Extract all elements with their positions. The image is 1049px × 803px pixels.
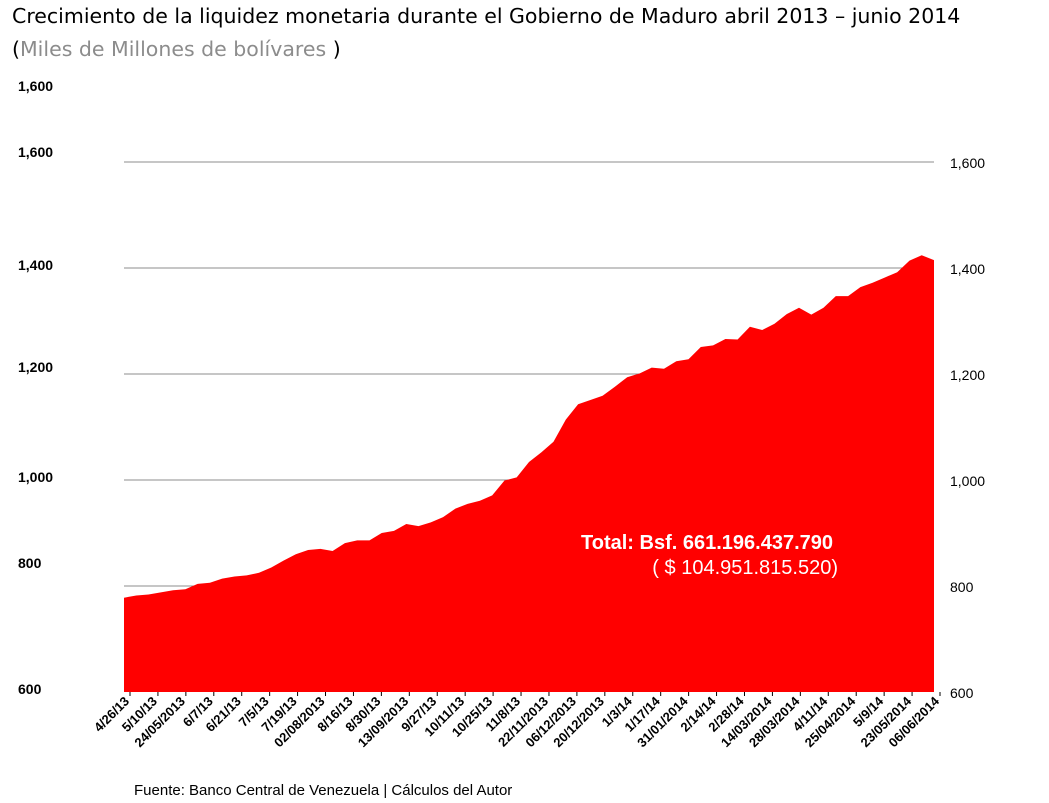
title-main: Crecimiento de la liquidez monetaria dur… — [12, 4, 718, 28]
subtitle-close-paren: ) — [332, 37, 341, 61]
left-axis-label: 1,600 — [18, 78, 53, 94]
left-axis-label: 1,200 — [18, 359, 53, 375]
right-axis-tick-label: 600 — [950, 685, 974, 701]
left-axis-label: 1,000 — [18, 469, 53, 485]
left-axis-label: 1,400 — [18, 257, 53, 273]
right-axis-tick-label: 800 — [950, 579, 974, 595]
liquidity-area-series — [124, 255, 934, 693]
title-period: abril 2013 – junio 2014 — [724, 4, 961, 28]
subtitle-open-paren: ( — [12, 37, 20, 61]
source-note: Fuente: Banco Central de Venezuela | Cál… — [134, 782, 513, 799]
right-axis-tick-label: 1,400 — [950, 261, 985, 277]
right-axis-tick-label: 1,000 — [950, 473, 985, 489]
left-axis-label: 600 — [18, 681, 42, 697]
total-usd-annotation: ( $ 104.951.815.520) — [652, 557, 838, 579]
left-axis-label: 800 — [18, 555, 42, 571]
right-axis-tick-label: 1,600 — [950, 155, 985, 171]
subtitle-units: Miles de Millones de bolívares — [20, 37, 333, 61]
left-axis-label: 1,600 — [18, 144, 53, 160]
total-bsf-annotation: Total: Bsf. 661.196.437.790 — [581, 532, 833, 554]
chart-subtitle: (Miles de Millones de bolívares ) — [12, 37, 341, 61]
right-axis-tick-label: 1,200 — [950, 367, 985, 383]
chart-title: Crecimiento de la liquidez monetaria dur… — [12, 4, 960, 28]
liquidity-area-chart: 600 800 1,000 1,200 1,400 1,600 1,600 1,600 1,40… — [18, 78, 985, 750]
